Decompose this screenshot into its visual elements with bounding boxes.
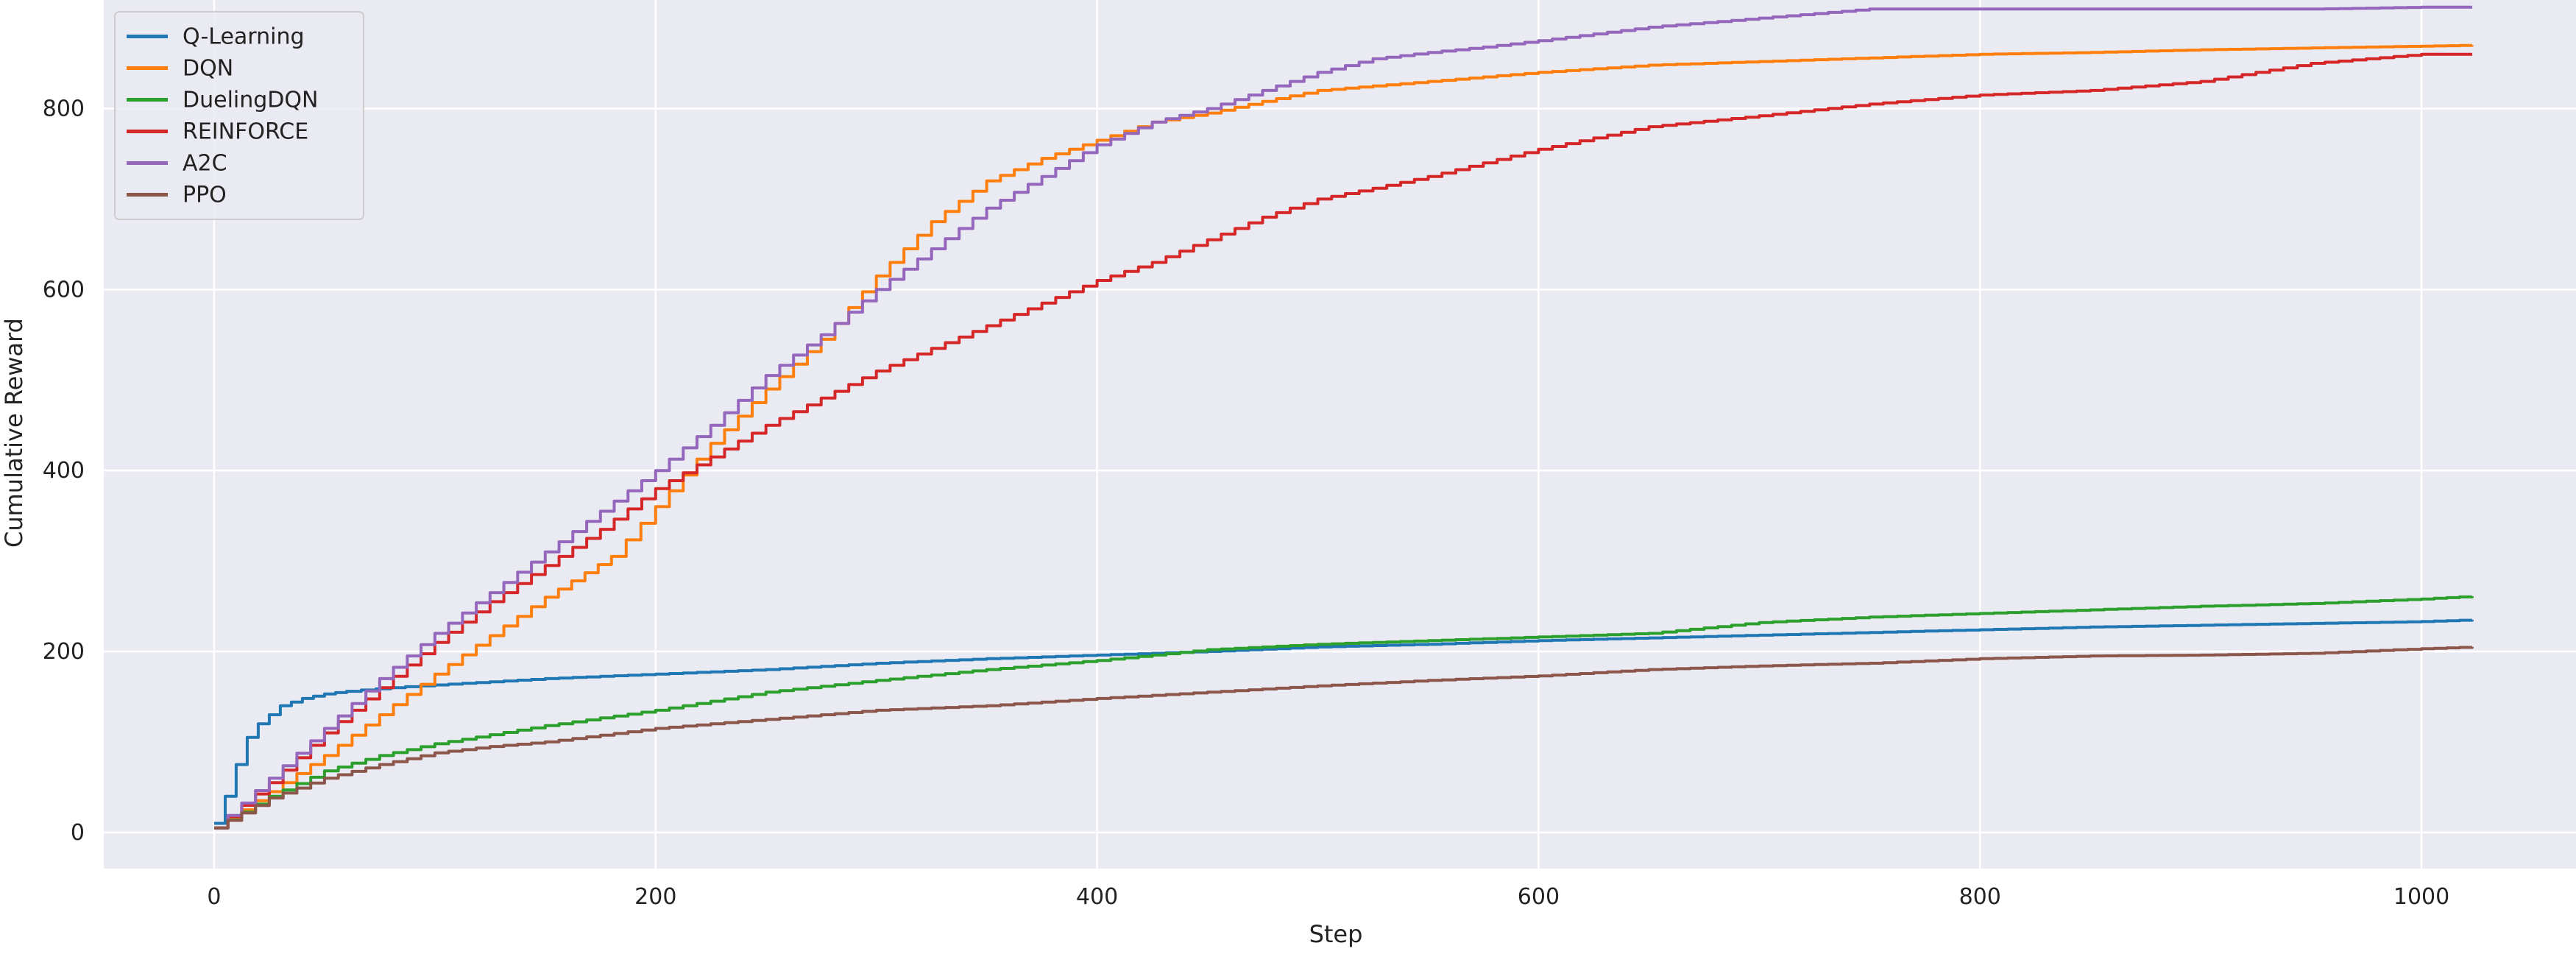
series-line-duelingdqn — [214, 595, 2474, 830]
y-tick-label: 400 — [43, 458, 85, 484]
series-line-dqn — [214, 43, 2474, 830]
legend-label: PPO — [183, 183, 227, 208]
x-axis-label: Step — [1309, 920, 1363, 948]
y-tick-label: 600 — [43, 277, 85, 303]
y-axis-label: Cumulative Reward — [0, 318, 28, 548]
legend-label: Q-Learning — [183, 24, 305, 50]
x-tick-label: 200 — [634, 884, 676, 910]
x-tick-label: 0 — [207, 884, 221, 910]
legend-label: DuelingDQN — [183, 88, 318, 113]
series-line-ppo — [214, 646, 2474, 830]
y-tick-label: 200 — [43, 639, 85, 665]
series-line-q-learning — [214, 618, 2474, 825]
y-tick-label: 800 — [43, 96, 85, 122]
series-lines — [214, 5, 2474, 830]
legend-label: REINFORCE — [183, 119, 308, 145]
x-tick-label: 800 — [1959, 884, 2001, 910]
y-tick-label: 0 — [71, 820, 85, 846]
legend-label: A2C — [183, 151, 227, 177]
series-line-reinforce — [214, 52, 2472, 830]
y-tick-labels: 0 200 400 600 800 — [43, 96, 85, 846]
x-tick-label: 1000 — [2393, 884, 2449, 910]
x-tick-label: 400 — [1076, 884, 1118, 910]
series-line-a2c — [214, 5, 2472, 830]
x-tick-labels: 0 200 400 600 800 1000 — [207, 884, 2449, 910]
plot-area-background — [104, 0, 2576, 869]
legend: Q-Learning DQN DuelingDQN REINFORCE A2C PPO — [114, 11, 364, 220]
legend-box — [114, 11, 364, 220]
x-tick-label: 600 — [1518, 884, 1560, 910]
legend-label: DQN — [183, 56, 233, 82]
